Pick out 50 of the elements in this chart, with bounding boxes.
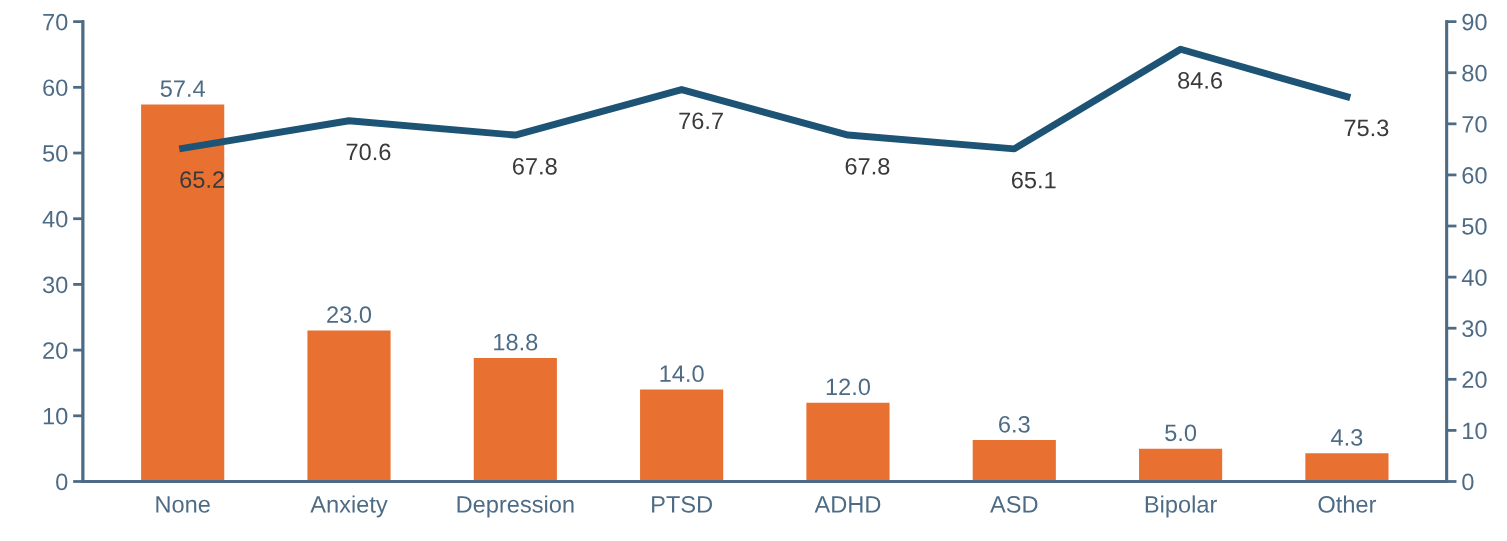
data-label: 70.6 xyxy=(346,143,391,161)
x-tick-label: ADHD xyxy=(814,496,881,513)
x-tick-label: Other xyxy=(1318,495,1377,513)
x-tick-label: Depression xyxy=(457,495,574,518)
data-label: 67.8 xyxy=(845,157,890,175)
data-label: 6.3 xyxy=(999,415,1030,433)
y-tick-label: 50 xyxy=(42,145,68,162)
y-tick-label: 60 xyxy=(43,79,68,97)
y-tick-label: 30 xyxy=(42,276,68,294)
x-tick-label: None xyxy=(156,496,210,513)
y2-tick-label: 50 xyxy=(1462,218,1487,235)
data-label: 57.4 xyxy=(160,80,205,97)
bar xyxy=(972,440,1056,482)
bar xyxy=(806,402,890,482)
data-label: 65.2 xyxy=(180,171,224,188)
bar xyxy=(1305,453,1389,482)
data-label: 76.7 xyxy=(679,112,723,130)
y2-tick-label: 70 xyxy=(1462,115,1487,133)
y2-tick-label: 0 xyxy=(1462,473,1474,491)
data-label: 84.6 xyxy=(1178,72,1222,89)
y-tick-label: 10 xyxy=(43,407,68,425)
y2-tick-label: 60 xyxy=(1462,166,1487,184)
data-label: 18.8 xyxy=(494,333,538,351)
bar xyxy=(141,104,225,482)
y2-tick-label: 40 xyxy=(1461,269,1487,286)
bar xyxy=(473,357,557,482)
data-label: 65.1 xyxy=(1011,171,1056,189)
data-label: 23.0 xyxy=(327,306,372,323)
data-label: 12.0 xyxy=(826,378,871,396)
y-tick-label: 0 xyxy=(56,473,68,491)
y2-tick-label: 10 xyxy=(1463,422,1487,440)
x-tick-label: ASD xyxy=(990,496,1038,513)
y2-tick-label: 80 xyxy=(1462,64,1487,82)
y-tick-label: 70 xyxy=(43,13,68,31)
x-tick-label: PTSD xyxy=(652,496,712,513)
data-label: 75.3 xyxy=(1344,119,1389,137)
data-label: 14.0 xyxy=(660,365,704,383)
y-tick-label: 20 xyxy=(43,342,68,359)
x-tick-label: Bipolar xyxy=(1145,495,1217,518)
y-tick-label: 40 xyxy=(42,210,68,228)
y2-tick-label: 90 xyxy=(1462,13,1487,31)
y2-tick-label: 30 xyxy=(1462,320,1487,337)
x-tick-label: Anxiety xyxy=(310,495,388,518)
data-label: 67.8 xyxy=(512,157,557,175)
y2-tick-label: 20 xyxy=(1462,371,1487,389)
bar xyxy=(1139,448,1223,482)
data-label: 5.0 xyxy=(1165,424,1197,442)
bar xyxy=(307,330,391,482)
data-label: 4.3 xyxy=(1331,429,1363,446)
bar xyxy=(640,389,724,482)
